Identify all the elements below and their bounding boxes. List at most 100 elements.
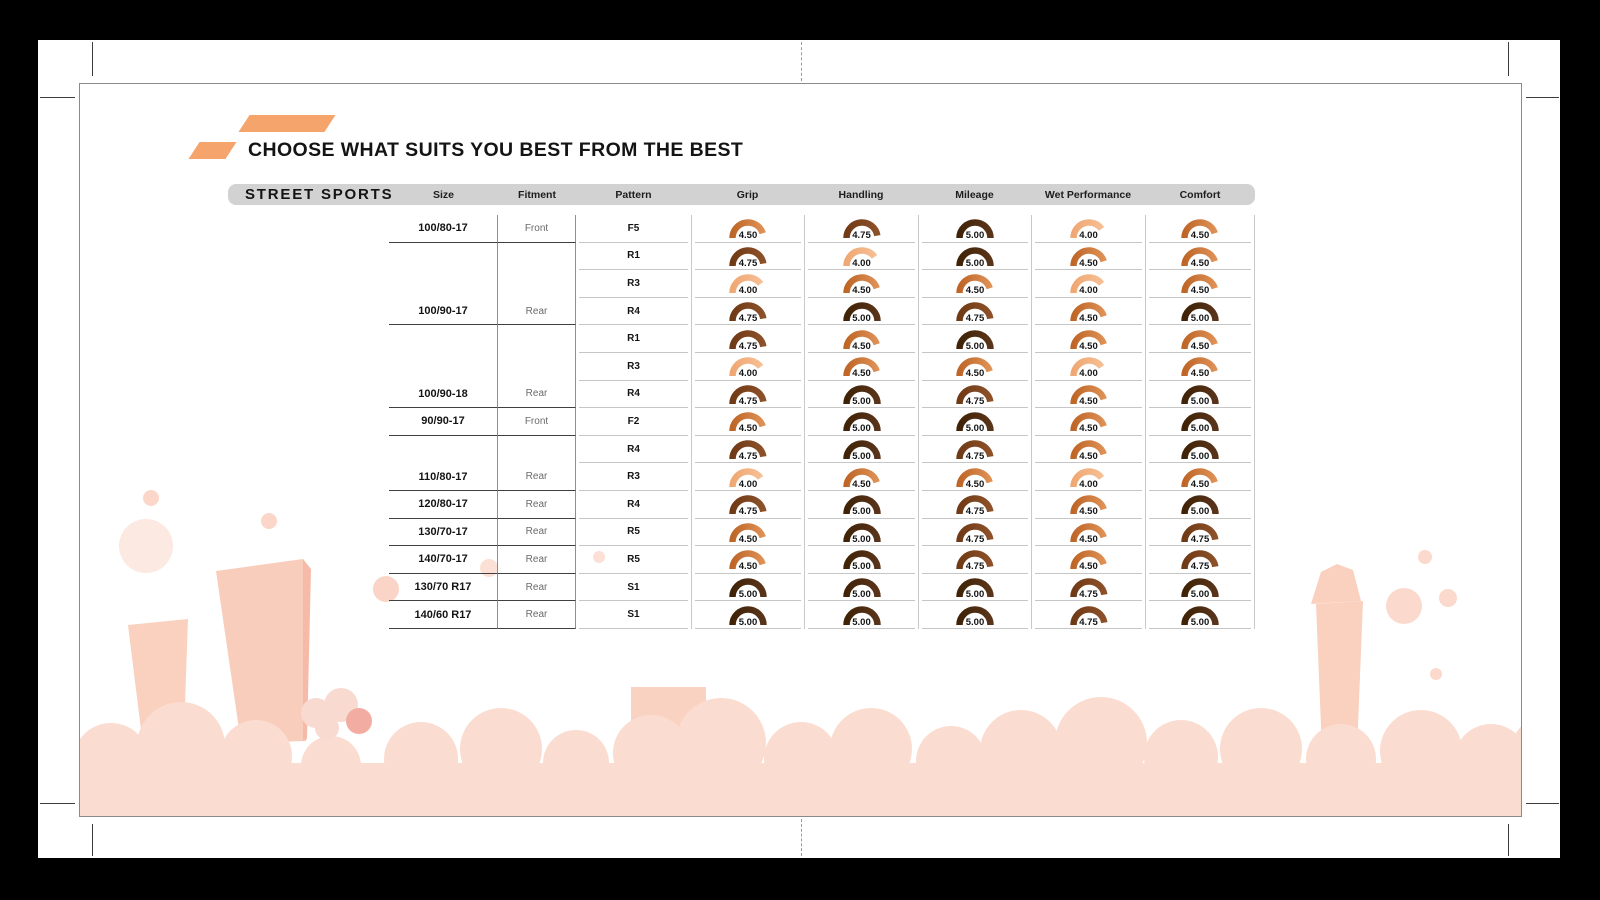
rating-cell-inner: 4.75 [695,491,801,519]
building-decoration-left-2 [216,559,306,743]
bubble-decoration [593,551,605,563]
rating-cell-inner: 4.75 [695,325,801,353]
rating-gauge: 5.00 [1178,383,1222,407]
pattern-label: R3 [579,463,688,491]
rating-cell-inner: 5.00 [1149,381,1251,409]
rating-cell-inner: 4.75 [922,491,1028,519]
rating-cell-mileage: 4.50 [918,270,1031,298]
rating-cell-handling: 5.00 [804,380,918,409]
rating-cell-inner: 4.50 [808,270,915,298]
rating-cell-inner: 4.50 [1035,436,1142,464]
rating-gauge: 5.00 [1178,300,1222,324]
rating-value: 4.50 [852,478,871,490]
accent-bar-small [188,142,237,159]
rating-gauge: 4.75 [726,245,770,269]
rating-cell-inner: 5.00 [695,574,801,602]
rating-gauge: 4.75 [1067,604,1111,628]
rating-gauge: 5.00 [840,548,884,572]
size-cell: 140/70-17 [389,546,498,574]
rating-value: 4.75 [1190,533,1210,545]
rating-cell-inner: 4.50 [695,519,801,547]
pattern-label: S1 [579,601,688,629]
rating-value: 5.00 [852,313,871,325]
rating-cell-inner: 4.00 [1035,463,1142,491]
rating-cell-wet-performance: 4.50 [1031,380,1145,409]
rating-cell-inner: 4.50 [1035,298,1142,326]
center-fold-mark-bottom [801,819,802,856]
rating-cell-inner: 5.00 [1149,574,1251,602]
rating-cell-grip: 4.75 [691,325,804,353]
cloud-decoration [980,710,1062,792]
rating-cell-inner: 4.50 [695,215,801,243]
rating-gauge: 4.50 [953,466,997,490]
cloud-decoration [137,702,225,790]
rating-value: 5.00 [852,423,871,435]
size-cell: 100/80-17 [389,215,498,243]
rating-cell-inner: 4.50 [1149,243,1251,271]
rating-cell-inner: 5.00 [808,381,915,409]
rating-cell-mileage: 5.00 [918,215,1031,243]
rating-gauge: 4.50 [1067,493,1111,517]
rating-gauge: 4.00 [1067,466,1111,490]
bubble-decoration [1439,589,1457,607]
pattern-cell: R5 [576,546,691,574]
pattern-cell: R4 [576,436,691,464]
rating-cell-comfort: 5.00 [1145,408,1255,436]
rating-value: 4.50 [852,340,871,352]
size-cell: 120/80-17 [389,490,498,519]
rating-value: 4.75 [738,257,758,269]
rating-value: 4.75 [738,395,758,407]
rating-value: 4.75 [738,340,758,352]
rating-cell-inner: 4.75 [695,243,801,271]
rating-cell-handling: 4.50 [804,463,918,491]
rating-cell-mileage: 4.75 [918,435,1031,464]
cloud-decoration [1055,697,1147,789]
rating-value: 4.50 [1079,561,1098,573]
pattern-cell: F2 [576,408,691,436]
rating-cell-comfort: 4.50 [1145,352,1255,381]
rating-gauge: 4.50 [1178,272,1222,296]
rating-cell-mileage: 4.75 [918,518,1031,547]
rating-gauge: 4.00 [726,355,770,379]
tree-foliage-decoration [346,708,372,734]
rating-value: 4.75 [965,506,985,518]
rating-cell-inner: 4.50 [1035,381,1142,409]
rating-value: 5.00 [1190,506,1210,518]
rating-cell-wet-performance: 4.50 [1031,242,1145,271]
pattern-label: R3 [579,353,688,381]
cloud-decoration [384,722,458,796]
rating-cell-inner: 4.75 [1035,574,1142,602]
rating-cell-inner: 5.00 [1149,601,1251,629]
rating-cell-mileage: 4.75 [918,546,1031,574]
pattern-cell: R1 [576,243,691,271]
rating-cell-inner: 4.50 [1149,325,1251,353]
crop-mark-top-right-h [1526,97,1559,98]
cloud-decoration [916,726,986,796]
rating-value: 4.75 [1079,589,1098,601]
rating-value: 5.00 [1190,451,1210,463]
rating-cell-wet-performance: 4.50 [1031,297,1145,326]
rating-cell-inner: 4.50 [922,353,1028,381]
rating-cell-handling: 4.50 [804,325,918,353]
cloud-decoration [1454,724,1521,798]
rating-cell-inner: 4.50 [695,408,801,436]
rating-cell-mileage: 4.75 [918,380,1031,409]
rating-gauge: 5.00 [1178,438,1222,462]
rating-value: 4.75 [852,230,871,242]
rating-cell-inner: 4.00 [808,243,915,271]
rating-gauge: 4.75 [953,438,997,462]
rating-value: 4.50 [1079,395,1098,407]
rating-value: 5.00 [965,340,985,352]
rating-value: 5.00 [852,395,871,407]
column-header-pattern: Pattern [615,188,652,201]
rating-cell-handling: 5.00 [804,573,918,602]
rating-cell-inner: 4.50 [1149,215,1251,243]
rating-value: 5.00 [852,451,871,463]
rating-cell-inner: 4.75 [922,546,1028,574]
rating-gauge: 4.00 [1067,217,1111,241]
rating-cell-inner: 4.50 [1149,270,1251,298]
rating-gauge: 4.50 [1067,548,1111,572]
rating-cell-mileage: 5.00 [918,325,1031,353]
fitment-cell [498,435,576,464]
rating-cell-comfort: 4.50 [1145,270,1255,298]
